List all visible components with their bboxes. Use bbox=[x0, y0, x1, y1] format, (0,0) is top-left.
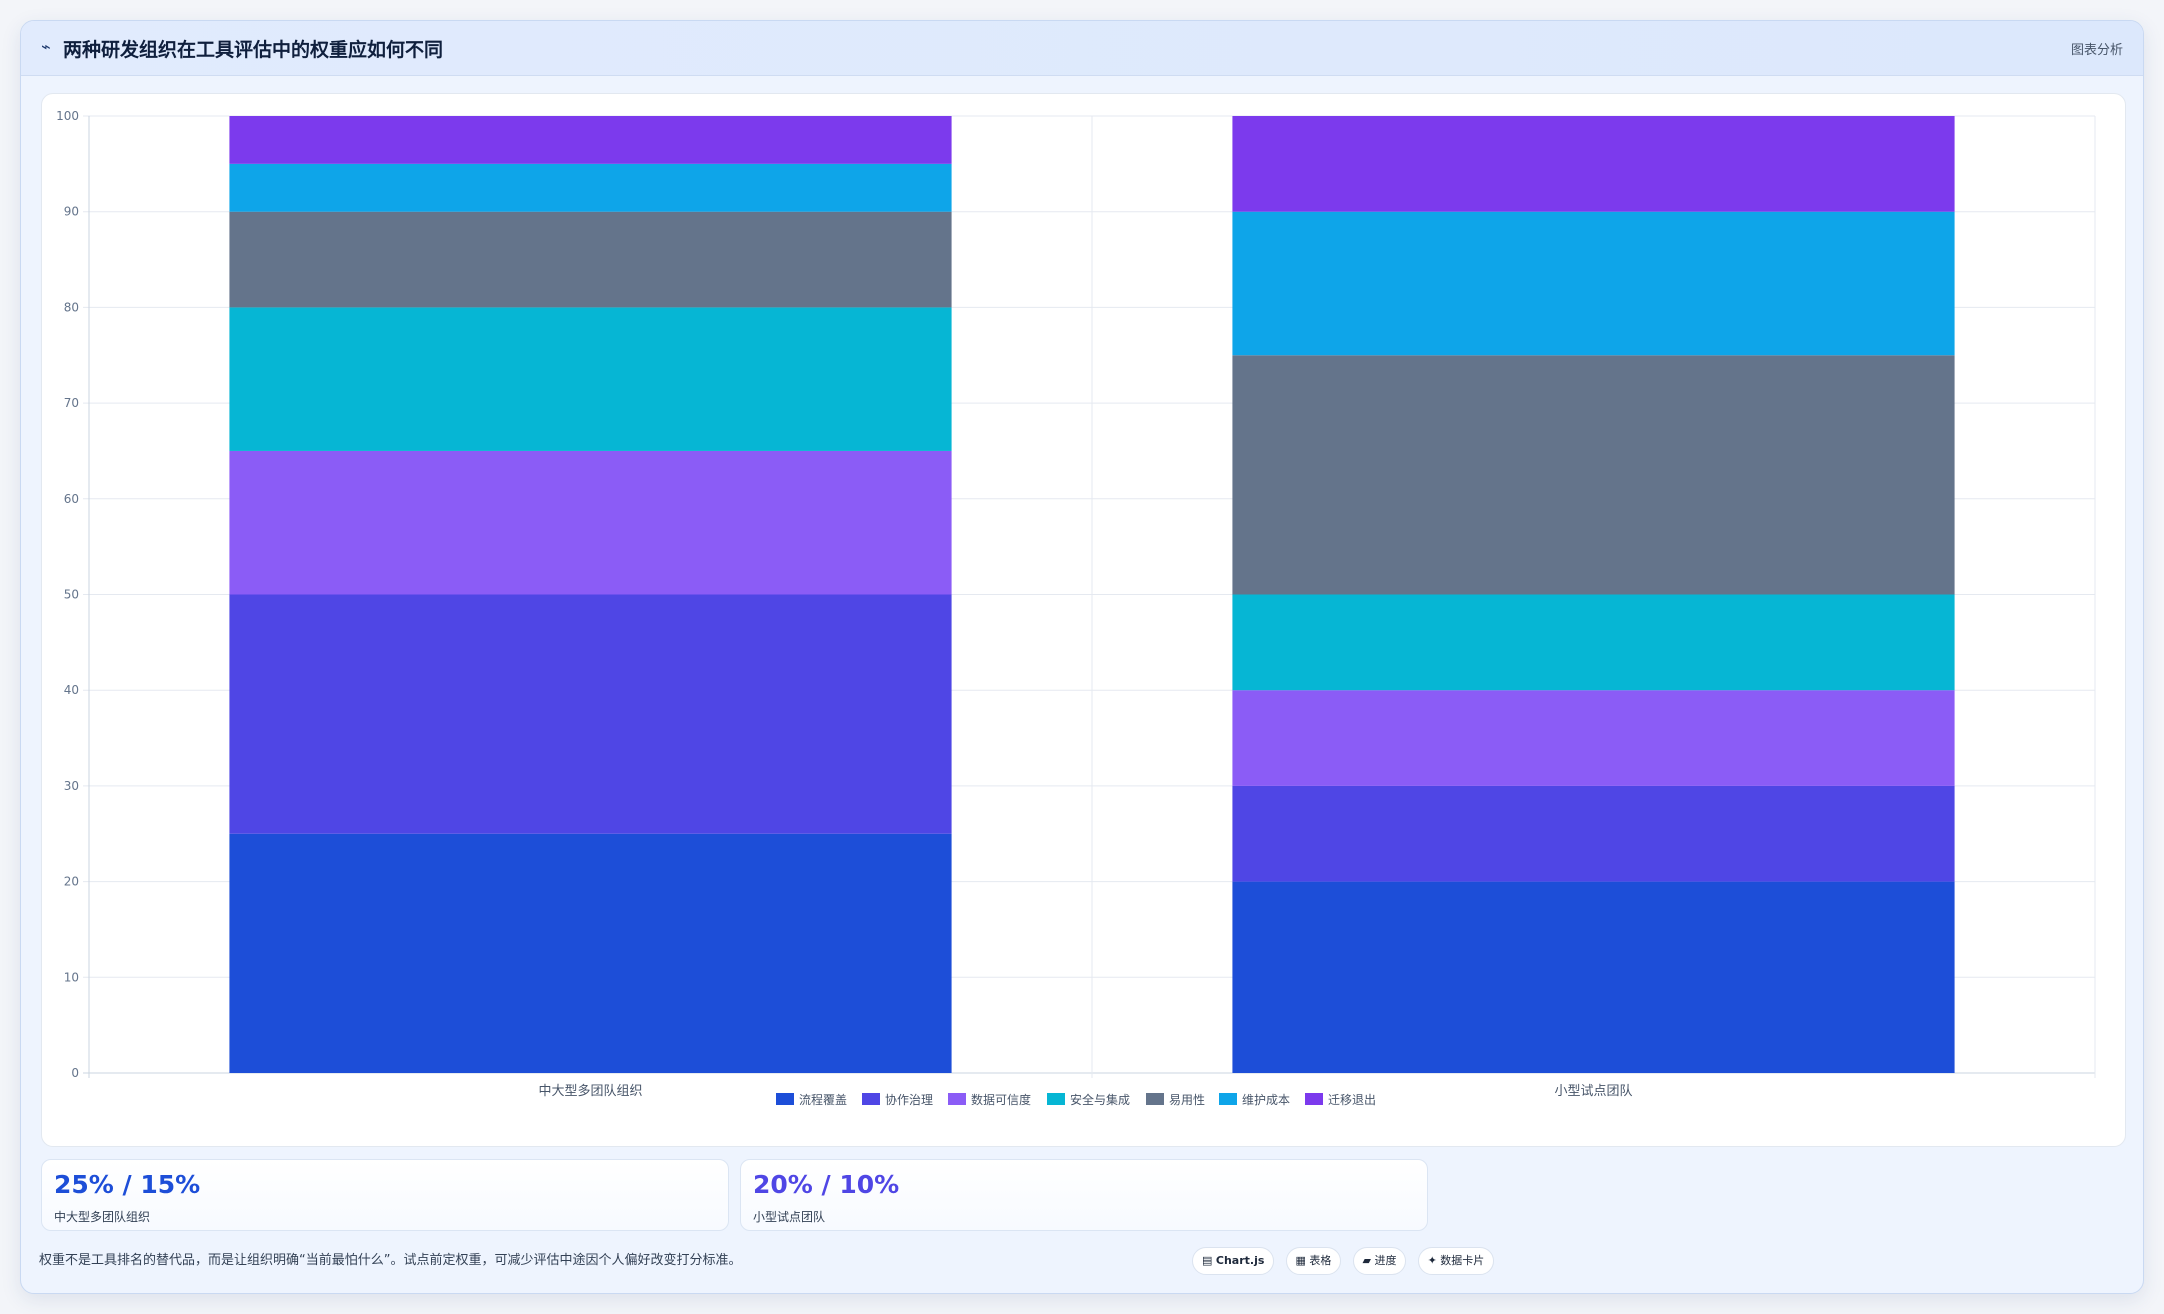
x-tick-label: 小型试点团队 bbox=[1554, 1084, 1632, 1099]
y-tick-label: 10 bbox=[64, 970, 79, 984]
bar-segment bbox=[229, 116, 952, 164]
tag-label: 表格 bbox=[1309, 1254, 1332, 1267]
tag-chartjs[interactable]: ▤ Chart.js bbox=[1192, 1247, 1275, 1275]
stat-value: 20% / 10% bbox=[753, 1170, 900, 1199]
legend-label: 安全与集成 bbox=[1070, 1092, 1130, 1107]
bar-segment bbox=[1232, 116, 1955, 212]
table-icon: ▦ bbox=[1295, 1254, 1306, 1267]
tag-label: Chart.js bbox=[1215, 1254, 1265, 1267]
legend-swatch bbox=[1305, 1093, 1323, 1105]
tag-table[interactable]: ▦ 表格 bbox=[1285, 1247, 1342, 1275]
bar-segment bbox=[1232, 785, 1955, 882]
panel-header: ⌁ 两种研发组织在工具评估中的权重应如何不同 图表分析 bbox=[21, 21, 2143, 76]
bar-segment bbox=[1232, 355, 1955, 595]
tag-list: ▤ Chart.js ▦ 表格 ▰ 进度 ✦ 数据卡片 bbox=[1192, 1247, 1500, 1275]
stat-label: 中大型多团队组织 bbox=[54, 1210, 151, 1224]
y-tick-label: 40 bbox=[64, 683, 79, 697]
y-tick-label: 80 bbox=[64, 300, 79, 314]
tag-progress[interactable]: ▰ 进度 bbox=[1352, 1247, 1407, 1275]
legend-label: 易用性 bbox=[1169, 1093, 1205, 1107]
bar-segment bbox=[229, 163, 952, 212]
y-tick-label: 60 bbox=[64, 492, 79, 506]
y-tick-label: 20 bbox=[64, 875, 79, 889]
x-tick-label: 中大型多团队组织 bbox=[538, 1083, 642, 1099]
bar-segment bbox=[229, 594, 952, 834]
legend-label: 数据可信度 bbox=[971, 1092, 1031, 1107]
sparkle-icon: ✦ bbox=[1427, 1254, 1437, 1267]
legend-label: 迁移退出 bbox=[1328, 1093, 1376, 1107]
bar-segment bbox=[1232, 690, 1955, 786]
progress-icon: ▰ bbox=[1362, 1254, 1371, 1267]
legend-swatch bbox=[1219, 1093, 1237, 1105]
legend-label: 维护成本 bbox=[1242, 1093, 1290, 1107]
chart-line-icon: ⌁ bbox=[41, 37, 51, 56]
tag-data-card[interactable]: ✦ 数据卡片 bbox=[1417, 1247, 1495, 1275]
stat-card-large-org: 25% / 15% 中大型多团队组织 bbox=[41, 1159, 729, 1231]
bar-segment bbox=[229, 307, 952, 451]
stat-card-small-team: 20% / 10% 小型试点团队 bbox=[740, 1159, 1428, 1231]
y-tick-label: 0 bbox=[71, 1066, 79, 1080]
bar-segment bbox=[1232, 211, 1955, 356]
tag-label: 数据卡片 bbox=[1440, 1254, 1485, 1267]
bar-segment bbox=[229, 833, 952, 1073]
bar-segment bbox=[1232, 881, 1955, 1073]
page-title: 两种研发组织在工具评估中的权重应如何不同 bbox=[63, 39, 444, 61]
bar-segment bbox=[229, 450, 952, 595]
chart-panel: ⌁ 两种研发组织在工具评估中的权重应如何不同 图表分析 0 10 20 30 40 50 6… bbox=[20, 20, 2144, 1294]
tag-label: 进度 bbox=[1374, 1254, 1397, 1267]
y-tick-label: 70 bbox=[64, 396, 79, 410]
stacked-bar-chart: 0 10 20 30 40 50 60 70 80 90 100 中大型多团队组织 小型试点团队流程覆盖… bbox=[56, 109, 2096, 1107]
analysis-badge: 图表分析 bbox=[2070, 43, 2123, 58]
legend-swatch bbox=[1146, 1093, 1164, 1105]
bar-segment bbox=[1232, 594, 1955, 691]
stat-value: 25% / 15% bbox=[54, 1170, 201, 1199]
legend-swatch bbox=[1047, 1093, 1065, 1105]
y-tick-label: 100 bbox=[56, 109, 79, 123]
y-tick-label: 30 bbox=[64, 779, 79, 793]
y-tick-label: 50 bbox=[64, 588, 79, 602]
y-tick-label: 90 bbox=[64, 205, 79, 219]
legend-label: 协作治理 bbox=[885, 1092, 933, 1107]
footnote: 权重不是工具排名的替代品，而是让组织明确“当前最怕什么”。试点前定权重，可减少评… bbox=[39, 1253, 742, 1268]
chart-card: 0 10 20 30 40 50 60 70 80 90 100 中大型多团队组织 小型试点团队流程覆盖… bbox=[41, 93, 2126, 1147]
legend-label: 流程覆盖 bbox=[799, 1092, 847, 1107]
bar-segment bbox=[229, 211, 952, 308]
chart-icon: ▤ bbox=[1202, 1254, 1213, 1267]
stat-label: 小型试点团队 bbox=[753, 1210, 826, 1224]
legend-swatch bbox=[776, 1093, 794, 1105]
legend-swatch bbox=[948, 1093, 966, 1105]
legend-swatch bbox=[862, 1093, 880, 1105]
